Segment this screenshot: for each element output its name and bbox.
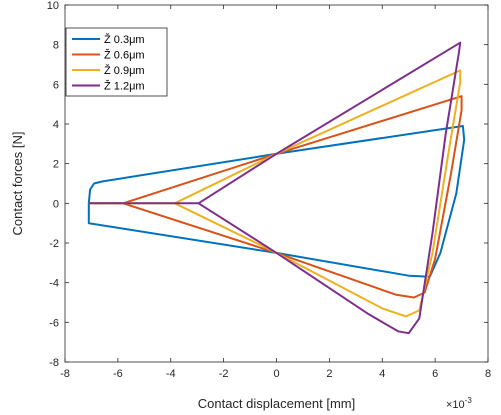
x-axis-exponent-base: ×10 [446,399,465,411]
legend-entry-3: Ž 0.9μm [104,64,145,77]
y-tick-label: -8 [49,357,59,369]
x-axis-exponent-power: -3 [465,396,473,405]
x-tick-label: 2 [326,368,332,380]
y-tick-label: 10 [47,0,59,12]
legend-entry-4: Ž 1.2μm [104,80,145,93]
x-tick-label: -6 [113,368,123,380]
x-tick-label: 6 [432,368,438,380]
y-tick-label: -4 [49,278,59,290]
y-tick-label: 8 [53,40,59,52]
x-tick-label: 8 [485,368,491,380]
series-line-1 [87,125,466,278]
legend: Ž 0.3μm Ž 0.6μm Ž 0.9μm Ž 1.2μm [65,27,168,97]
series-line-2 [88,95,463,299]
x-tick-label: -4 [166,368,176,380]
x-tick-label: 0 [273,368,279,380]
legend-entry-1: Ž 0.3μm [104,33,145,46]
tick-layer: -8 -6 -4 -2 0 2 4 6 8 -8 -6 -4 -2 0 2 4 6 8 10 [47,0,491,380]
legend-entry-2: Ž 0.6μm [104,49,145,62]
y-axis-label: Contact forces [N] [10,131,25,235]
x-axis-exponent: ×10-3 [446,396,472,411]
y-tick-label: 0 [53,198,59,210]
x-tick-label: 4 [379,368,385,380]
y-tick-label: -6 [49,317,59,329]
y-tick-label: 4 [53,119,59,131]
series-line-3 [88,69,462,318]
y-tick-label: 6 [53,79,59,91]
x-axis-label: Contact displacement [mm] [198,396,356,411]
y-tick-label: -2 [49,238,59,250]
y-tick-label: 2 [53,159,59,171]
x-tick-label: -8 [60,368,70,380]
x-tick-label: -2 [219,368,229,380]
series-line-4 [88,41,462,335]
series-layer [87,41,466,335]
